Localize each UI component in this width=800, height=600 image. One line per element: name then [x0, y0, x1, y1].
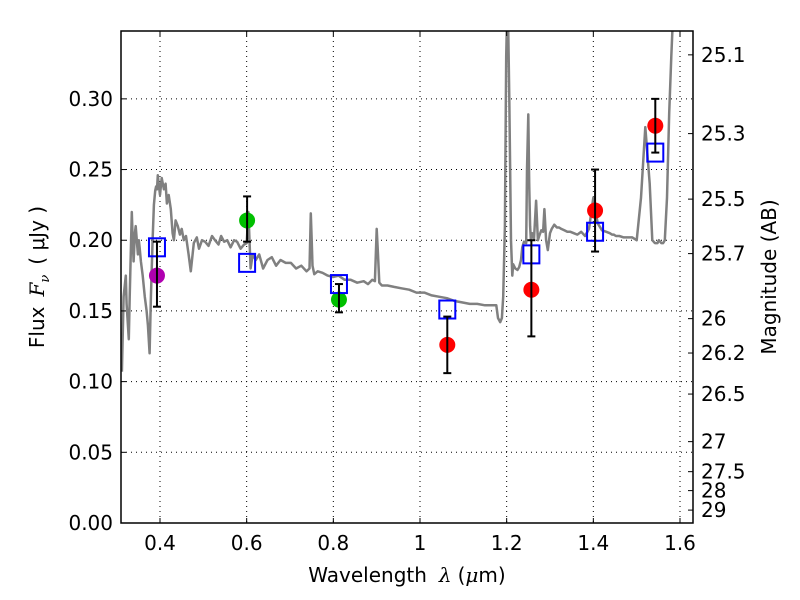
photometry-point [438, 299, 457, 375]
spectrum-line [121, 31, 674, 372]
y2-tick-label: 25.7 [701, 242, 746, 266]
x-tick-labels: 0.4 0.6 0.8 1 1.2 1.4 1.6 [144, 531, 696, 555]
photometry-point [646, 97, 665, 163]
y2-tick-label: 29 [701, 498, 726, 522]
x-tick-label: 1.6 [664, 531, 696, 555]
photometry-point [238, 195, 257, 273]
y2-tick-label: 25.5 [701, 187, 746, 211]
y2-axis-label: Magnitude (AB) [757, 199, 781, 354]
photometry-point [147, 237, 166, 308]
model-flux-box [238, 252, 257, 273]
photometry-point [586, 168, 605, 253]
spectrum-layer [121, 31, 674, 372]
y-tick-label: 0.00 [68, 511, 113, 535]
y2-tick-label: 26.2 [701, 341, 746, 365]
y-tick-label: 0.20 [68, 228, 113, 252]
x-tick-label: 0.8 [317, 531, 349, 555]
photometry-point [522, 239, 541, 338]
plot-frame [120, 30, 694, 524]
y-tick-labels: 0.00 0.05 0.10 0.15 0.20 0.25 0.30 [68, 87, 113, 535]
y2-tick-label: 25.3 [701, 122, 746, 146]
y2-tick-label: 26.5 [701, 382, 746, 406]
y2-tick-label: 27 [701, 430, 726, 454]
y2-tick-label: 27.5 [701, 460, 746, 484]
x-tick-label: 0.6 [231, 531, 263, 555]
x-axis-label: Wavelength λ (μm) [308, 563, 505, 587]
y-tick-label: 0.30 [68, 87, 113, 111]
y2-tick-label: 26 [701, 307, 726, 331]
y-tick-label: 0.25 [68, 158, 113, 182]
x-tick-label: 1 [414, 531, 427, 555]
grid [121, 31, 693, 523]
y2-tick-label: 25.1 [701, 43, 746, 67]
y-tick-label: 0.05 [68, 440, 113, 464]
y-tick-label: 0.10 [68, 370, 113, 394]
y-axis-label: FluxFν( μJy ) [25, 206, 53, 348]
x-tick-label: 1.2 [491, 531, 523, 555]
y2-tick-label: 28 [701, 479, 726, 503]
axis-ticks [121, 31, 693, 524]
points-layer [147, 97, 665, 375]
x-tick-label: 1.4 [577, 531, 609, 555]
photometry-point [329, 274, 348, 314]
y-tick-label: 0.15 [68, 299, 113, 323]
x-tick-label: 0.4 [144, 531, 176, 555]
